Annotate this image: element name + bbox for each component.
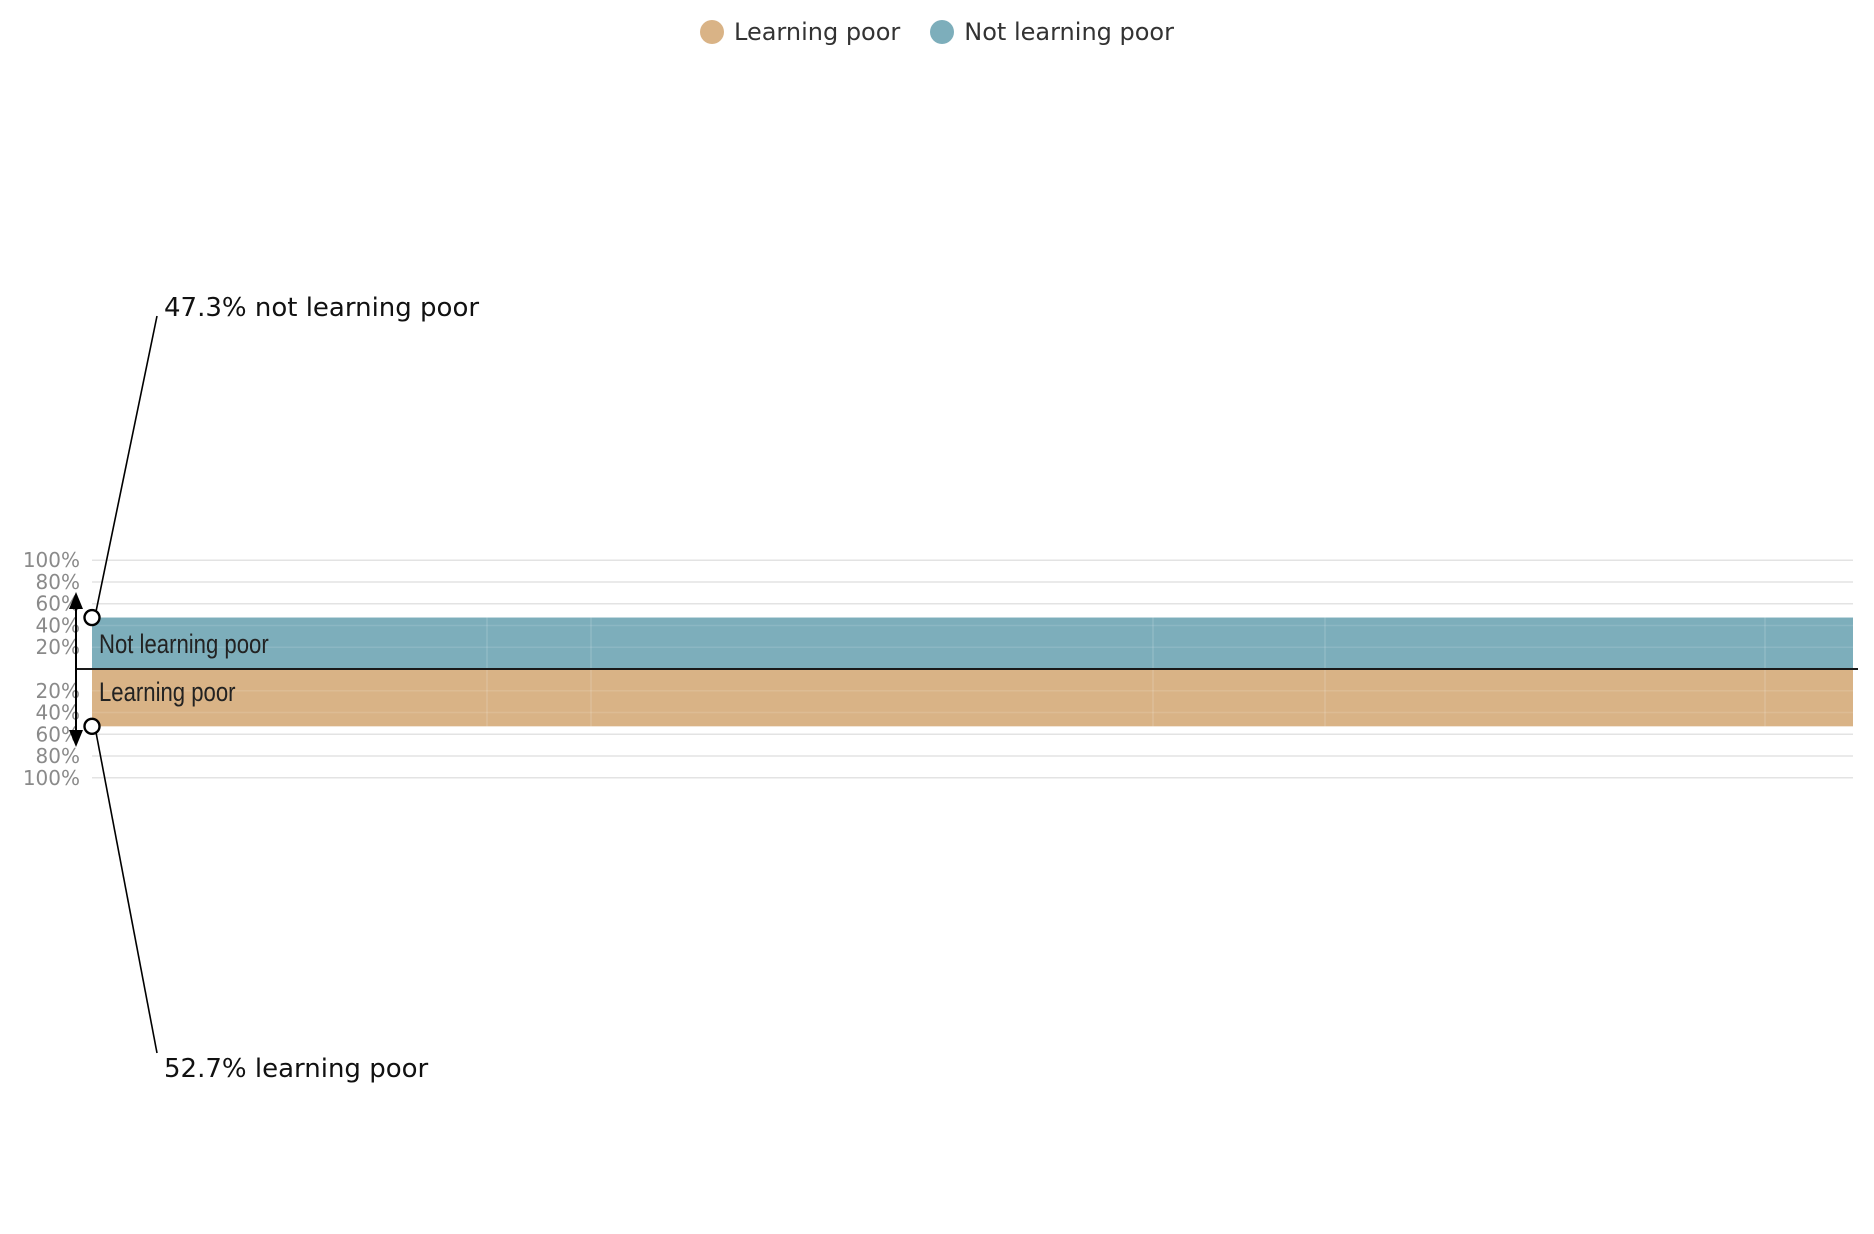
tick-label-lower-80: 80% xyxy=(36,744,80,768)
grid-lines xyxy=(92,559,1853,779)
divider-label-upper: Not learning poor xyxy=(99,630,269,660)
legend-label-learning-poor: Learning poor xyxy=(734,18,901,46)
annotation-upper: 47.3% not learning poor xyxy=(83,293,479,627)
annotation-leader-upper xyxy=(95,315,158,612)
legend-label-not-learning-poor: Not learning poor xyxy=(964,18,1174,46)
legend-swatch-not-learning-poor xyxy=(930,20,955,44)
tick-label-upper-20: 20% xyxy=(36,635,80,659)
tick-label-upper-40: 40% xyxy=(36,613,80,637)
area-not-learning-poor xyxy=(92,617,1853,669)
legend-swatch-learning-poor xyxy=(700,20,724,44)
faint-vertical-lines xyxy=(92,617,1853,727)
annotation-label-upper: 47.3% not learning poor xyxy=(164,293,479,323)
annotation-lower: 52.7% learning poor xyxy=(83,717,429,1084)
tick-label-lower-20: 20% xyxy=(36,679,80,703)
area-learning-poor xyxy=(92,669,1853,727)
tick-label-lower-40: 40% xyxy=(36,701,80,725)
annotation-leader-lower xyxy=(95,732,158,1054)
arrow-down-icon xyxy=(69,730,83,747)
y-axis-ticks: 20%40%60%80%100%20%40%60%80%100% xyxy=(23,548,80,790)
annotation-marker-upper xyxy=(83,608,101,627)
legend-item-not-learning-poor[interactable]: Not learning poor xyxy=(930,18,1174,46)
annotation-label-lower: 52.7% learning poor xyxy=(164,1054,429,1084)
legend: Learning poor Not learning poor xyxy=(0,18,1874,46)
tick-label-lower-100: 100% xyxy=(23,766,80,790)
divider-label-lower: Learning poor xyxy=(99,678,236,708)
tick-label-upper-100: 100% xyxy=(23,548,80,572)
legend-item-learning-poor[interactable]: Learning poor xyxy=(700,18,900,46)
annotation-marker-lower xyxy=(83,717,101,736)
arrow-up-icon xyxy=(69,592,83,609)
tick-label-upper-80: 80% xyxy=(36,570,80,594)
plot-areas xyxy=(92,617,1853,727)
direction-arrow xyxy=(69,592,83,747)
